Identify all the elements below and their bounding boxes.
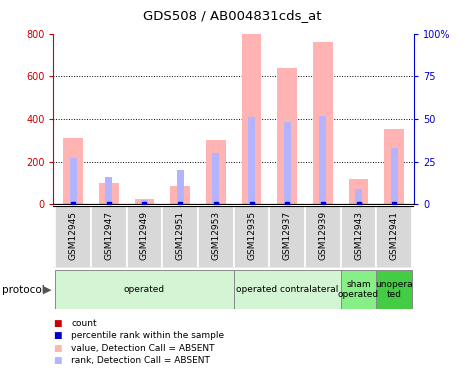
- Bar: [55, 206, 91, 268]
- Bar: [341, 206, 376, 268]
- Text: GSM12945: GSM12945: [69, 211, 78, 260]
- Bar: [135, 199, 154, 204]
- Bar: [305, 206, 341, 268]
- Text: GSM12947: GSM12947: [104, 211, 113, 260]
- Bar: [177, 170, 184, 204]
- Bar: [242, 34, 261, 204]
- Text: sham
operated: sham operated: [338, 280, 379, 299]
- Bar: [391, 148, 398, 204]
- Bar: [55, 270, 233, 309]
- Text: ■: ■: [53, 356, 62, 365]
- Text: count: count: [71, 319, 97, 328]
- Text: rank, Detection Call = ABSENT: rank, Detection Call = ABSENT: [71, 356, 210, 365]
- Text: GDS508 / AB004831cds_at: GDS508 / AB004831cds_at: [143, 9, 322, 22]
- Bar: [105, 177, 113, 204]
- Bar: [70, 158, 77, 204]
- Bar: [376, 206, 412, 268]
- Bar: [198, 206, 233, 268]
- Bar: [206, 140, 226, 204]
- Text: percentile rank within the sample: percentile rank within the sample: [71, 331, 224, 340]
- Text: ■: ■: [53, 331, 62, 340]
- Text: operated contralateral: operated contralateral: [236, 285, 339, 294]
- Bar: [284, 123, 291, 204]
- Bar: [233, 206, 269, 268]
- Bar: [319, 116, 326, 204]
- Bar: [212, 153, 219, 204]
- Text: value, Detection Call = ABSENT: value, Detection Call = ABSENT: [71, 344, 215, 352]
- Bar: [91, 206, 126, 268]
- Text: GSM12939: GSM12939: [319, 211, 327, 260]
- Bar: [233, 270, 341, 309]
- Text: ▶: ▶: [43, 285, 52, 295]
- Text: GSM12937: GSM12937: [283, 211, 292, 260]
- Text: unopera
ted: unopera ted: [375, 280, 413, 299]
- Bar: [355, 189, 362, 204]
- Text: GSM12943: GSM12943: [354, 211, 363, 260]
- Bar: [63, 138, 83, 204]
- Text: GSM12953: GSM12953: [211, 211, 220, 260]
- Text: GSM12949: GSM12949: [140, 211, 149, 260]
- Text: GSM12951: GSM12951: [176, 211, 185, 260]
- Bar: [349, 179, 368, 204]
- Bar: [277, 68, 297, 204]
- Text: ■: ■: [53, 344, 62, 352]
- Text: GSM12941: GSM12941: [390, 211, 399, 260]
- Bar: [141, 200, 148, 204]
- Bar: [248, 117, 255, 204]
- Text: GSM12935: GSM12935: [247, 211, 256, 260]
- Text: ■: ■: [53, 319, 62, 328]
- Bar: [376, 270, 412, 309]
- Bar: [126, 206, 162, 268]
- Text: protocol: protocol: [2, 285, 45, 295]
- Bar: [269, 206, 305, 268]
- Bar: [385, 129, 404, 204]
- Bar: [162, 206, 198, 268]
- Text: operated: operated: [124, 285, 165, 294]
- Bar: [99, 183, 119, 204]
- Bar: [313, 42, 332, 204]
- Bar: [170, 186, 190, 204]
- Bar: [341, 270, 376, 309]
